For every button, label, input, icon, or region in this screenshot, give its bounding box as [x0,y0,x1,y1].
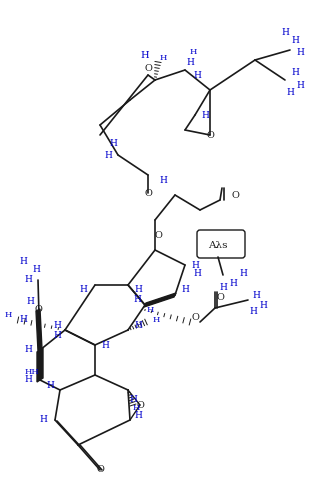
Text: H: H [159,176,167,185]
Text: O: O [144,189,152,198]
Text: H: H [4,311,12,319]
Text: H: H [53,320,61,329]
Text: H: H [193,269,201,278]
Text: H: H [79,286,87,294]
Text: H: H [219,283,227,292]
Text: O: O [96,465,104,474]
Text: H: H [24,346,32,355]
Text: H: H [141,50,149,59]
Text: H: H [191,261,199,270]
Text: H: H [109,138,117,147]
Text: H: H [24,376,32,384]
Text: H: H [39,415,47,425]
Text: H: H [133,295,141,304]
Text: O: O [154,230,162,239]
Text: H: H [32,266,40,275]
Text: H: H [152,316,160,324]
Text: H: H [186,57,194,66]
Text: H: H [132,404,140,412]
Text: O: O [231,191,239,200]
Text: H: H [259,300,267,309]
Text: H: H [291,67,299,76]
Text: H: H [286,88,294,97]
Text: H: H [189,48,197,56]
Text: H: H [229,279,237,288]
Text: H: H [201,111,209,120]
Text: H: H [281,28,289,37]
Text: H: H [291,36,299,44]
Text: H: H [26,297,34,306]
Text: O: O [144,63,152,72]
Text: O: O [136,400,144,409]
Text: Aλs: Aλs [208,240,228,249]
Text: H: H [249,307,257,316]
Text: H: H [129,395,137,404]
Text: O: O [34,305,42,314]
Text: H: H [134,320,142,329]
Text: H: H [296,80,304,90]
Text: H: H [46,380,54,389]
Polygon shape [37,348,43,382]
Text: O: O [216,293,224,301]
Polygon shape [144,293,176,307]
Text: H: H [159,54,167,62]
Text: O: O [191,312,199,321]
Text: H: H [252,291,260,299]
Text: H: H [239,269,247,278]
Text: H: H [19,258,27,267]
Text: H: H [146,306,154,314]
Text: H: H [19,315,27,324]
FancyBboxPatch shape [197,230,245,258]
Text: O: O [206,130,214,139]
Text: H: H [134,410,142,420]
Text: H: H [296,47,304,56]
Text: H: H [53,330,61,340]
Text: H: H [104,150,112,159]
Text: H: H [24,276,32,285]
Polygon shape [36,309,42,351]
Text: H: H [193,70,201,79]
Text: H: H [181,286,189,294]
Text: H: H [134,286,142,294]
Text: H: H [101,341,109,350]
Text: HH: HH [25,368,39,376]
